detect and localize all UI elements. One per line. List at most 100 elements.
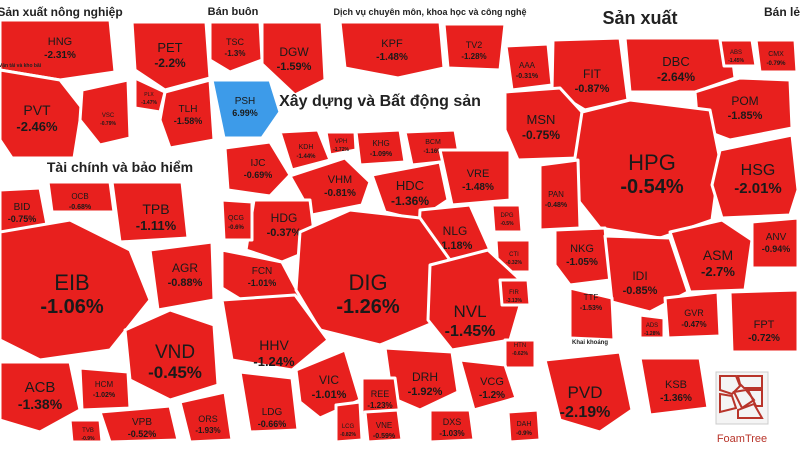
cell-ticker: DPG bbox=[500, 213, 513, 219]
cell-plx[interactable]: PLX -1.47% bbox=[133, 76, 167, 114]
cell-kpf[interactable]: KPF -1.48% bbox=[338, 20, 446, 80]
cell-tsc[interactable]: TSC -1.3% bbox=[208, 20, 264, 74]
cell-change: -2.31% bbox=[44, 50, 76, 61]
cell-lcg[interactable]: LCG -0.82% bbox=[334, 400, 364, 444]
cell-dig[interactable]: DIG-1.26% bbox=[294, 208, 452, 347]
cell-hng[interactable]: HNG -2.31% bbox=[0, 18, 117, 82]
cell-asm[interactable]: ASM-2.7% bbox=[668, 218, 754, 294]
cell-vne[interactable]: VNE -0.59% bbox=[363, 408, 404, 444]
cell-ticker: IDI bbox=[632, 269, 647, 283]
cell-ticker: CMX bbox=[768, 51, 784, 58]
cell-hsg[interactable]: HSG-2.01% bbox=[710, 133, 800, 220]
cell-dpg[interactable]: DPG -0.5% bbox=[490, 203, 524, 234]
cell-fir[interactable]: FIR -3.13% bbox=[498, 278, 532, 307]
cell-shape bbox=[46, 180, 116, 214]
cell-shape bbox=[158, 78, 216, 150]
cell-hpg[interactable]: HPG-0.54% bbox=[568, 98, 722, 240]
cell-change: -1.26% bbox=[336, 296, 400, 318]
cell-change: -1.59% bbox=[277, 61, 312, 73]
cell-pom[interactable]: POM -1.85% bbox=[693, 76, 794, 142]
cell-kdh[interactable]: KDH -1.44% bbox=[278, 128, 332, 172]
cell-ksb[interactable]: KSB -1.36% bbox=[638, 356, 710, 417]
cell-ijc[interactable]: IJC-0.69% bbox=[223, 140, 292, 198]
cell-tlh[interactable]: TLH-1.58% bbox=[158, 78, 216, 150]
cell-change: -1.44% bbox=[296, 154, 316, 160]
cell-idi[interactable]: IDI -0.85% bbox=[603, 234, 690, 314]
cell-pet[interactable]: PET-2.2% bbox=[130, 20, 212, 92]
cell-ticker: TPB bbox=[142, 201, 169, 217]
cell-tv2[interactable]: TV2 -1.28% bbox=[442, 22, 507, 72]
cell-shape bbox=[442, 22, 507, 72]
cell-shape bbox=[0, 68, 84, 160]
cell-abs[interactable]: ABS -1.45% bbox=[718, 38, 758, 68]
cell-change: -0.59% bbox=[373, 433, 396, 440]
cell-fit[interactable]: FIT -0.87% bbox=[550, 36, 630, 112]
cell-nkg[interactable]: NKG -1.05% bbox=[553, 226, 612, 287]
cell-ticker: GVR bbox=[684, 308, 704, 318]
cell-ticker: AAA bbox=[519, 61, 536, 70]
cell-ticker: NVL bbox=[453, 302, 486, 321]
cell-ticker: PAN bbox=[548, 190, 564, 199]
cell-tvb[interactable]: TVB -0.9% bbox=[68, 418, 104, 444]
cell-ree[interactable]: REE -1.23% bbox=[360, 376, 402, 417]
cell-msn[interactable]: MSN-0.75% bbox=[503, 86, 584, 162]
cell-pvd[interactable]: PVD -2.19% bbox=[543, 350, 634, 434]
cell-shape bbox=[98, 404, 180, 444]
cell-ticker: PSH bbox=[235, 96, 256, 107]
cell-aaa[interactable]: AAA -0.31% bbox=[504, 42, 554, 92]
cell-ors[interactable]: ORS -1.93% bbox=[178, 390, 234, 444]
cell-pvt[interactable]: PVT-2.46% bbox=[0, 68, 84, 160]
cell-change: -0.62% bbox=[512, 351, 528, 357]
cell-change: -0.75% bbox=[522, 128, 560, 142]
cell-ticker: AGR bbox=[172, 261, 198, 275]
cell-htn[interactable]: HTN -0.62% bbox=[503, 338, 537, 370]
cell-vpb[interactable]: VPB-0.52% bbox=[98, 404, 180, 444]
cell-khg[interactable]: KHG -1.09% bbox=[354, 128, 407, 167]
cell-vre[interactable]: VRE -1.48% bbox=[438, 148, 512, 207]
cell-ldg[interactable]: LDG-0.66% bbox=[238, 370, 300, 434]
cell-shape bbox=[363, 408, 404, 444]
cell-fpt[interactable]: FPT -0.72% bbox=[728, 288, 800, 354]
cell-gvr[interactable]: GVR -0.47% bbox=[663, 290, 722, 340]
cell-ttf[interactable]: TTF -1.53% bbox=[568, 286, 616, 342]
cell-ocb[interactable]: OCB -0.68% bbox=[46, 180, 116, 214]
cell-change: -1.09% bbox=[370, 151, 393, 158]
cell-cmx[interactable]: CMX -0.79% bbox=[754, 38, 799, 74]
cell-change: -1.28% bbox=[461, 52, 486, 61]
cell-dgw[interactable]: DGW -1.59% bbox=[260, 20, 327, 97]
cell-ticker: DGW bbox=[279, 45, 309, 59]
cell-agr[interactable]: AGR -0.88% bbox=[148, 240, 216, 312]
cell-vnd[interactable]: VND-0.45% bbox=[123, 308, 220, 402]
cell-change: -1.45% bbox=[445, 323, 496, 340]
cell-ticker: FIR bbox=[509, 290, 519, 296]
cell-shape bbox=[220, 198, 254, 242]
cell-shape bbox=[278, 128, 332, 172]
cell-dbc[interactable]: DBC-2.64% bbox=[623, 36, 737, 94]
cell-pan[interactable]: PAN -0.48% bbox=[538, 158, 582, 232]
cell-dah[interactable]: DAH -0.9% bbox=[506, 408, 542, 444]
cell-vsc[interactable]: VSC -0.79% bbox=[78, 78, 132, 147]
cell-ticker: KPF bbox=[381, 38, 403, 50]
cell-shape bbox=[78, 366, 132, 412]
cell-change: -0.79% bbox=[766, 61, 786, 67]
cell-tpb[interactable]: TPB-1.11% bbox=[110, 180, 190, 244]
cell-hhv[interactable]: HHV-1.24% bbox=[220, 293, 330, 372]
cell-vcg[interactable]: VCG -1.2% bbox=[458, 358, 518, 412]
cell-ticker: VPH bbox=[335, 139, 347, 145]
cell-anv[interactable]: ANV-0.94% bbox=[750, 216, 800, 270]
cell-ticker: KDH bbox=[299, 144, 314, 151]
cell-qcg[interactable]: QCG -0.6% bbox=[220, 198, 254, 242]
cell-vph[interactable]: VPH -1.72% bbox=[324, 130, 358, 157]
cell-ticker: FPT bbox=[754, 319, 775, 331]
cell-eib[interactable]: EIB-1.06% bbox=[0, 218, 152, 362]
cell-nvl[interactable]: NVL -1.45% bbox=[426, 248, 528, 352]
cell-ads[interactable]: ADS -1.28% bbox=[638, 313, 666, 340]
cell-hcm[interactable]: HCM -1.02% bbox=[78, 366, 132, 412]
cell-shape bbox=[553, 226, 612, 287]
cell-change: -1.48% bbox=[462, 182, 494, 193]
cell-dxs[interactable]: DXS -1.03% bbox=[428, 408, 476, 444]
cell-acb[interactable]: ACB-1.38% bbox=[0, 360, 82, 434]
group-label: Dịch vụ chuyên môn, khoa học và công ngh… bbox=[333, 7, 526, 17]
group-label: Vận tải và kho bãi bbox=[0, 63, 42, 69]
